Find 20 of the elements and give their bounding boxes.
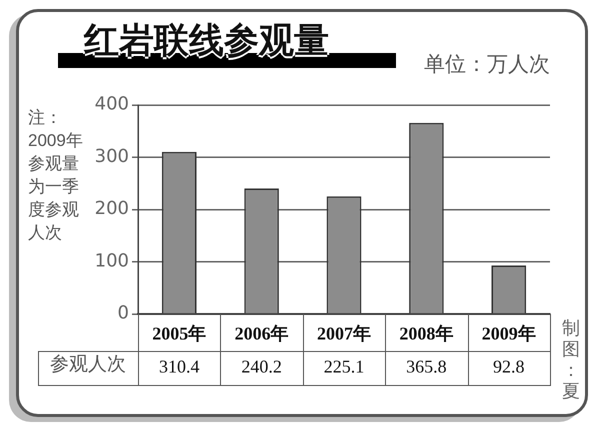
text: 制图：夏 bbox=[562, 318, 580, 402]
y-tick-label: 100 bbox=[94, 250, 129, 272]
data-label: 310.4 bbox=[158, 356, 200, 377]
data-label: 225.1 bbox=[324, 356, 364, 377]
x-tick-label: 2007年 bbox=[317, 323, 371, 344]
y-tick-label: 300 bbox=[94, 146, 129, 167]
data-label: 365.8 bbox=[406, 356, 447, 377]
text: 参观人次 bbox=[49, 352, 127, 377]
x-tick-label: 2008年 bbox=[399, 323, 454, 344]
data-label: 240.2 bbox=[241, 356, 282, 377]
x-tick-label: 2006年 bbox=[234, 323, 289, 344]
y-tick-label: 0 bbox=[118, 302, 129, 324]
chart-title: 红岩联线参观量 bbox=[84, 20, 329, 63]
x-tick-label: 2009年 bbox=[482, 323, 536, 344]
y-tick-label: 200 bbox=[94, 198, 129, 220]
y-axis-title: 单位：万人次 bbox=[424, 51, 550, 78]
text: 注：2009年参观量为一季度参观人次 bbox=[28, 107, 84, 244]
x-tick-label: 2005年 bbox=[152, 323, 206, 344]
data-label: 92.8 bbox=[493, 356, 525, 377]
y-tick-label: 400 bbox=[94, 94, 129, 115]
